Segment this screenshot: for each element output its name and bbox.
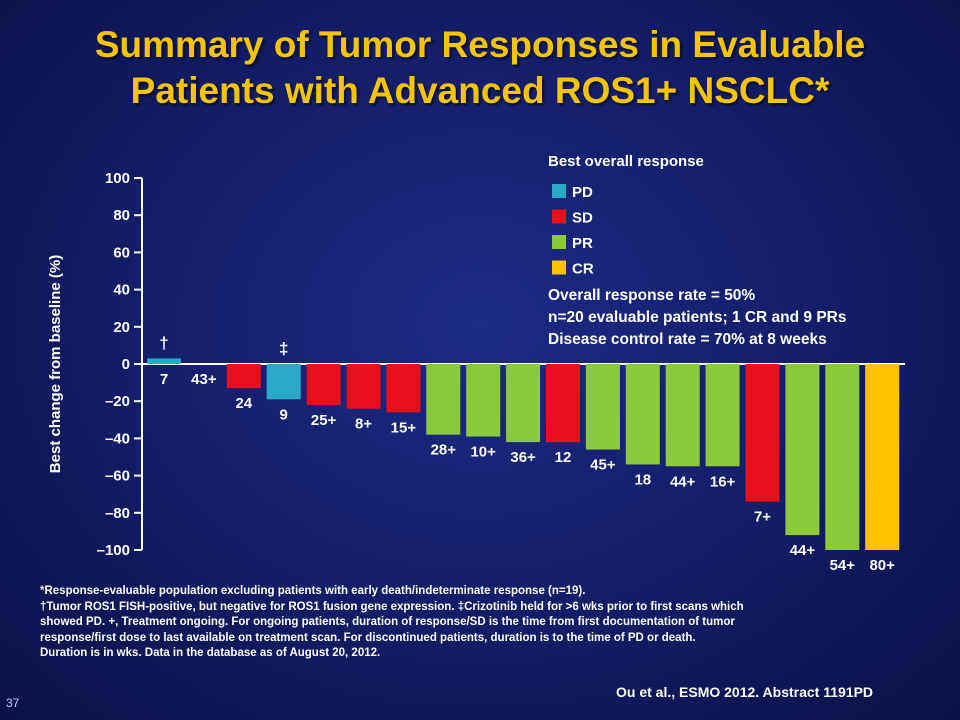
stats-line: Overall response rate = 50%	[548, 287, 755, 304]
footnote-line: showed PD. +, Treatment ongoing. For ong…	[40, 616, 735, 628]
bar	[306, 364, 341, 405]
bar-label: 44+	[670, 473, 696, 490]
bar-label: 16+	[710, 473, 736, 490]
bar	[546, 364, 580, 443]
bar	[466, 364, 501, 437]
bar	[785, 364, 820, 536]
slide-title-line-2: Patients with Advanced ROS1+ NSCLC*	[130, 70, 830, 111]
bar	[266, 364, 301, 400]
bar	[705, 364, 740, 467]
bar	[625, 364, 660, 465]
bar-label: 44+	[790, 542, 816, 559]
stats-line: Disease control rate = 70% at 8 weeks	[548, 331, 827, 348]
y-tick-label: –20	[105, 393, 130, 410]
footnote-line: Duration is in wks. Data in the database…	[40, 647, 381, 659]
footnote-line: †Tumor ROS1 FISH-positive, but negative …	[40, 600, 744, 613]
bar-label: 25+	[311, 412, 337, 429]
bar-label: 8+	[355, 416, 372, 433]
bar	[825, 364, 860, 550]
bar	[147, 358, 181, 364]
bar-label: 7	[160, 371, 168, 388]
bar-label: 7+	[754, 509, 771, 526]
y-tick-label: 40	[113, 282, 130, 299]
y-tick-label: 60	[113, 244, 130, 261]
legend-label: CR	[572, 261, 594, 278]
legend-swatch	[552, 260, 566, 275]
bar-label: 10+	[470, 444, 496, 461]
footnote-line: response/first dose to last available on…	[40, 631, 696, 644]
bar	[346, 364, 381, 409]
bar-label: 18	[634, 471, 651, 488]
y-tick-label: 100	[105, 170, 130, 187]
y-tick-label: 20	[113, 319, 130, 336]
bar-label: 24	[235, 395, 252, 412]
y-tick-label: 0	[122, 356, 130, 373]
bar	[426, 364, 461, 435]
bar	[665, 364, 700, 467]
slide-title: Summary of Tumor Responses in Evaluable …	[0, 22, 960, 114]
bar	[226, 364, 261, 389]
footnotes: *Response-evaluable population excluding…	[40, 584, 940, 662]
bar-label: 9	[280, 406, 288, 423]
bar	[865, 364, 900, 550]
legend-swatch	[552, 235, 566, 249]
y-tick-label: 80	[113, 207, 130, 224]
legend-title: Best overall response	[548, 153, 704, 170]
legend-swatch	[552, 184, 566, 198]
bar	[585, 364, 620, 450]
bar	[745, 364, 780, 502]
bar-marker: ‡	[279, 339, 288, 358]
legend-label: SD	[572, 210, 593, 227]
bar	[506, 364, 541, 443]
bar-label: 28+	[431, 442, 457, 459]
bar-label: 54+	[830, 557, 856, 574]
y-tick-label: –60	[105, 468, 130, 485]
bar-marker: †	[159, 333, 168, 352]
bar-label: 43+	[191, 371, 217, 388]
stats-line: n=20 evaluable patients; 1 CR and 9 PRs	[548, 309, 846, 326]
y-axis-label: Best change from baseline (%)	[47, 255, 64, 473]
bar-label: 12	[555, 449, 572, 466]
source-citation: Ou et al., ESMO 2012. Abstract 1191PD	[616, 684, 874, 700]
legend-label: PR	[572, 235, 593, 252]
y-tick-label: –40	[105, 430, 130, 447]
legend-label: PD	[572, 184, 593, 201]
bar-label: 45+	[590, 457, 616, 474]
bar	[386, 364, 421, 413]
bar-label: 36+	[510, 449, 536, 466]
y-tick-label: –100	[97, 542, 130, 559]
slide-number: 37	[6, 696, 20, 710]
slide-title-line-1: Summary of Tumor Responses in Evaluable	[94, 24, 866, 65]
footnote-line: *Response-evaluable population excluding…	[40, 585, 586, 597]
y-tick-label: –80	[105, 505, 130, 522]
bar-label: 15+	[391, 419, 417, 436]
legend-swatch	[552, 209, 566, 224]
bar-label: 80+	[869, 557, 895, 574]
